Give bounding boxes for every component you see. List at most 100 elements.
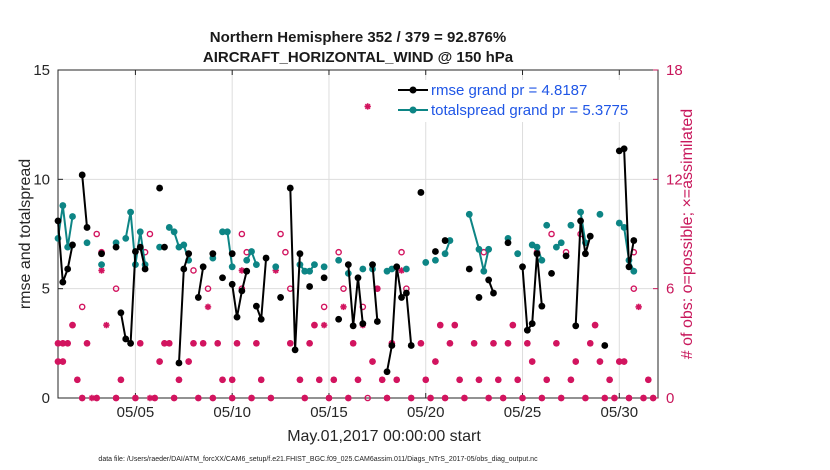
obs-assimilated-point xyxy=(311,321,318,329)
rmse-point xyxy=(199,263,207,271)
totalspread-point xyxy=(446,237,454,244)
obs-assimilated-point xyxy=(345,394,352,402)
obs-assimilated-point xyxy=(190,340,197,347)
rmse-point xyxy=(601,342,609,349)
obs-assimilated-point xyxy=(112,394,120,402)
x-axis: 05/05 05/10 05/15 05/20 05/25 05/30 xyxy=(117,70,638,421)
obs-assimilated-point xyxy=(620,358,628,365)
obs-assimilated-point xyxy=(306,340,313,347)
obs-possible-point xyxy=(320,303,328,311)
rmse-point xyxy=(238,287,246,295)
obs-assimilated-point xyxy=(349,340,357,347)
x-tick-label: 05/20 xyxy=(407,404,445,421)
rmse-point xyxy=(504,239,512,247)
rmse-point xyxy=(383,368,391,376)
rmse-point xyxy=(286,184,294,192)
totalspread-point xyxy=(320,263,328,271)
obs-assimilated-point xyxy=(649,394,657,402)
y-axis-right-label: # of obs: o=possible; ×=assimilated xyxy=(679,109,696,359)
obs-possible-point xyxy=(282,248,289,256)
rmse-point xyxy=(335,315,343,323)
rmse-line xyxy=(347,264,364,327)
totalspread-point xyxy=(465,210,473,218)
rmse-point xyxy=(262,254,270,262)
y-tick-label: 10 xyxy=(33,171,50,188)
totalspread-point xyxy=(165,224,173,231)
rmse-point xyxy=(320,274,328,282)
obs-assimilated-point xyxy=(364,103,371,110)
obs-possible-point xyxy=(190,267,197,274)
totalspread-point xyxy=(620,224,628,231)
y-tick-label: 0 xyxy=(42,390,50,407)
obs-assimilated-point xyxy=(625,394,633,402)
rmse-point xyxy=(519,263,526,271)
totalspread-point xyxy=(136,228,144,236)
obs-possible-point xyxy=(93,230,101,238)
rmse-point xyxy=(127,339,134,347)
obs-assimilated-point xyxy=(214,340,221,347)
y-tick-label: 5 xyxy=(42,281,50,298)
rmse-point xyxy=(490,289,497,297)
rmse-point xyxy=(582,250,589,258)
totalspread-point xyxy=(596,210,604,218)
rmse-point xyxy=(528,320,536,328)
rmse-point xyxy=(59,278,67,286)
chart-title: Northern Hemisphere 352 / 379 = 92.876% xyxy=(210,29,506,46)
obs-assimilated-point xyxy=(238,267,246,274)
x-tick-label: 05/30 xyxy=(601,404,639,421)
rmse-point xyxy=(141,265,149,273)
totalspread-point xyxy=(615,219,623,227)
obs-assimilated-point xyxy=(170,394,178,402)
obs-assimilated-point xyxy=(553,340,560,347)
totalspread-line xyxy=(222,230,234,267)
obs-assimilated-point xyxy=(195,394,202,402)
legend-box xyxy=(392,80,655,122)
obs-assimilated-point xyxy=(267,394,275,402)
obs-assimilated-point xyxy=(369,358,376,365)
obs-assimilated-point xyxy=(156,358,163,365)
rmse-point xyxy=(185,250,193,258)
rmse-point xyxy=(465,265,473,273)
totalspread-point xyxy=(422,259,430,266)
rmse-point xyxy=(373,318,381,325)
obs-assimilated-point xyxy=(645,376,652,383)
obs-assimilated-point xyxy=(83,340,91,347)
totalspread-point xyxy=(248,248,255,255)
obs-assimilated-point xyxy=(330,376,338,383)
obs-assimilated-point xyxy=(151,394,158,402)
obs-assimilated-point xyxy=(591,321,599,329)
obs-possible-point xyxy=(78,303,86,311)
obs-assimilated-point xyxy=(432,358,439,365)
series-lines xyxy=(54,145,638,376)
obs-assimilated-point xyxy=(519,394,526,402)
rmse-point xyxy=(586,232,594,240)
obs-assimilated-point xyxy=(606,376,613,383)
obs-possible-point xyxy=(398,248,405,256)
obs-assimilated-point xyxy=(253,340,260,347)
totalspread-point xyxy=(306,267,314,275)
obs-assimilated-point xyxy=(543,376,550,383)
rmse-point xyxy=(441,237,449,244)
obs-assimilated-point xyxy=(74,376,81,383)
totalspread-point xyxy=(272,263,280,271)
obs-possible-point xyxy=(112,285,120,292)
rmse-point xyxy=(388,342,396,349)
legend-rmse-marker xyxy=(409,86,417,94)
y-right-tick-label: 0 xyxy=(666,390,674,407)
obs-assimilated-point xyxy=(558,394,565,402)
rmse-point xyxy=(252,302,260,310)
rmse-line xyxy=(197,266,205,298)
obs-assimilated-point xyxy=(166,340,173,347)
obs-assimilated-point xyxy=(509,321,517,329)
obs-assimilated-point xyxy=(93,394,100,402)
rmse-point xyxy=(359,320,367,328)
legend: rmse grand pr = 4.8187 totalspread grand… xyxy=(392,80,655,122)
y-axis-left: 0 5 10 15 xyxy=(33,62,63,407)
rmse-point xyxy=(432,248,439,255)
obs-assimilated-point xyxy=(137,340,144,347)
obs-possible-point xyxy=(548,230,555,238)
obs-assimilated-point xyxy=(354,376,362,383)
totalspread-line xyxy=(579,211,587,243)
rmse-point xyxy=(228,250,236,258)
rmse-point xyxy=(132,248,139,255)
